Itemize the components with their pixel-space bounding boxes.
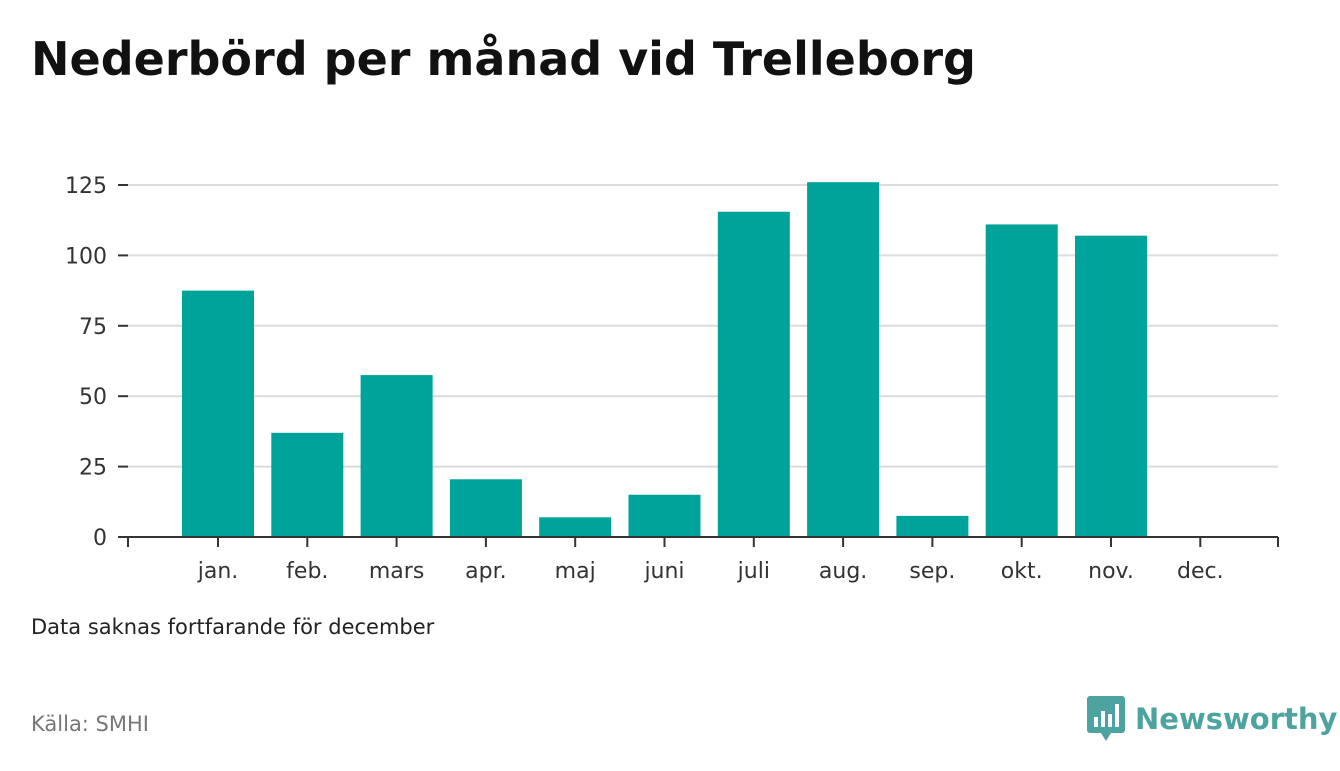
y-tick-label: 100 — [65, 244, 107, 269]
brand-name: Newsworthy — [1135, 702, 1338, 736]
x-axis-ticks: jan. feb. mars apr. maj juni juli aug. sep. okt. n… — [127, 537, 1279, 584]
source-text: Källa: SMHI — [31, 712, 149, 736]
y-tick-label: 75 — [79, 315, 107, 340]
x-tick-label: juli — [737, 559, 770, 584]
bar-7 — [717, 211, 790, 537]
bar-10 — [985, 224, 1058, 537]
x-tick-label: dec. — [1177, 559, 1224, 584]
x-tick-label: aug. — [819, 559, 867, 584]
bar-4 — [449, 479, 522, 537]
chart-note: Data saknas fortfarande för december — [31, 615, 435, 639]
x-tick-label: feb. — [286, 559, 328, 584]
y-tick-label: 50 — [79, 385, 107, 410]
x-tick-label: okt. — [1001, 559, 1043, 584]
bars — [182, 182, 1147, 538]
y-tick-label: 0 — [93, 526, 107, 551]
newsworthy-logo-icon — [1087, 696, 1125, 741]
x-tick-label: sep. — [909, 559, 955, 584]
y-tick-label: 25 — [79, 456, 107, 481]
bar-8 — [807, 182, 880, 537]
chart-title: Nederbörd per månad vid Trelleborg — [31, 32, 976, 86]
x-tick-label: juni — [643, 559, 684, 584]
x-tick-label: mars — [369, 559, 424, 584]
y-tick-label: 125 — [65, 174, 107, 199]
x-tick-label: apr. — [465, 559, 506, 584]
x-tick-label: jan. — [197, 559, 239, 584]
brand-logo[interactable]: Newsworthy — [1087, 696, 1337, 742]
bar-3 — [360, 375, 433, 537]
x-tick-label: maj — [555, 559, 596, 584]
bar-2 — [271, 432, 344, 537]
y-axis-ticks: 0 25 50 75 100 125 — [65, 174, 128, 551]
bar-5 — [539, 517, 612, 537]
x-tick-label: nov. — [1088, 559, 1134, 584]
bar-1 — [182, 290, 254, 537]
bar-11 — [1075, 235, 1147, 538]
bar-9 — [896, 515, 969, 537]
bar-6 — [628, 494, 701, 537]
